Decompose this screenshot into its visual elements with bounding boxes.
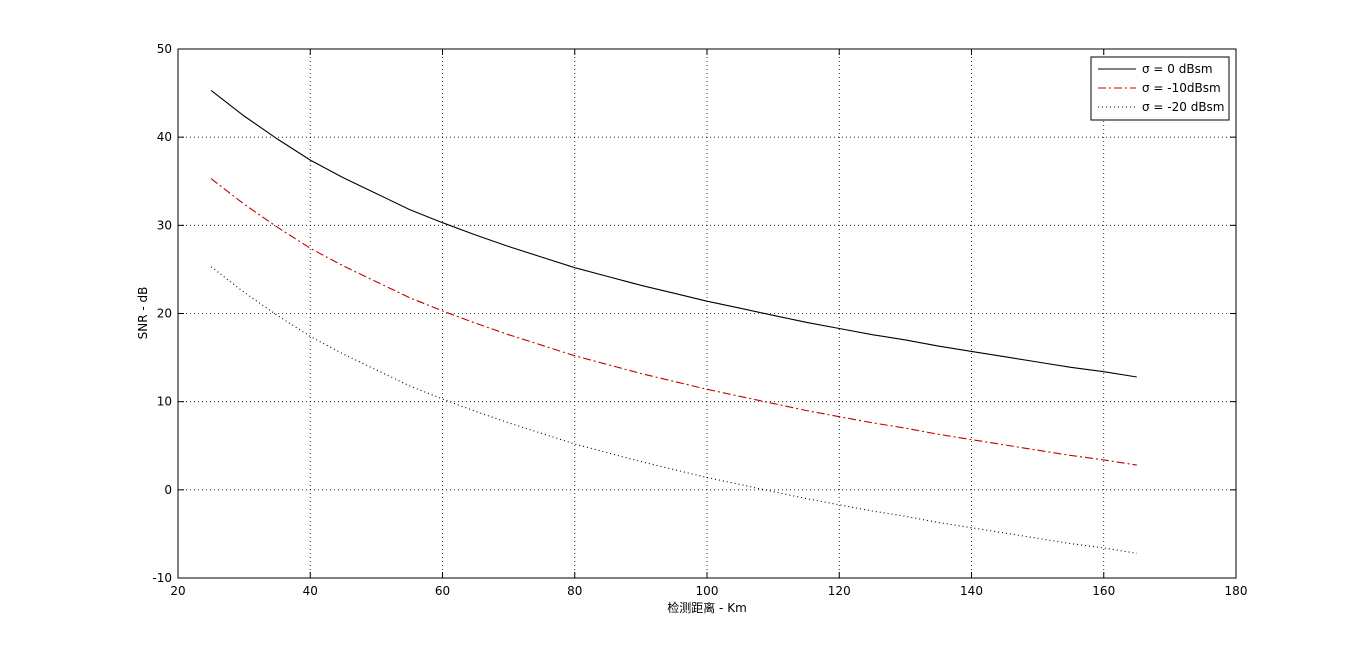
x-tick-label: 140 bbox=[960, 584, 983, 598]
y-axis-label: SNR - dB bbox=[136, 287, 150, 340]
x-tick-label: 60 bbox=[435, 584, 450, 598]
y-tick-label: 50 bbox=[157, 42, 172, 56]
series-line-3 bbox=[210, 266, 1137, 554]
y-tick-label: 20 bbox=[157, 307, 172, 321]
x-tick-label: 20 bbox=[170, 584, 185, 598]
legend-entry-2: σ = -10dBsm bbox=[1142, 81, 1221, 95]
legend: σ = 0 dBsm σ = -10dBsm σ = -20 dBsm bbox=[1090, 56, 1230, 121]
x-tick-label: 120 bbox=[828, 584, 851, 598]
grid bbox=[178, 49, 1236, 578]
x-axis-label: 检测距离 - Km bbox=[667, 600, 747, 615]
series-lines bbox=[210, 89, 1137, 554]
y-tick-label: 0 bbox=[164, 483, 172, 497]
y-tick-label: 40 bbox=[157, 130, 172, 144]
x-tick-label: 40 bbox=[303, 584, 318, 598]
axis-ticks: 20 40 60 80 100 120 140 160 180 -10 0 10 20 30 40 50 bbox=[152, 42, 1247, 598]
series-line-1 bbox=[210, 89, 1137, 378]
x-tick-label: 180 bbox=[1225, 584, 1248, 598]
x-tick-label: 80 bbox=[567, 584, 582, 598]
x-tick-label: 160 bbox=[1092, 584, 1115, 598]
y-tick-label: 30 bbox=[157, 218, 172, 232]
legend-entry-1: σ = 0 dBsm bbox=[1142, 62, 1213, 76]
series-line-2 bbox=[210, 178, 1137, 466]
y-tick-label: -10 bbox=[152, 571, 172, 585]
x-tick-label: 100 bbox=[696, 584, 719, 598]
legend-entry-3: σ = -20 dBsm bbox=[1142, 100, 1225, 114]
y-tick-label: 10 bbox=[157, 395, 172, 409]
